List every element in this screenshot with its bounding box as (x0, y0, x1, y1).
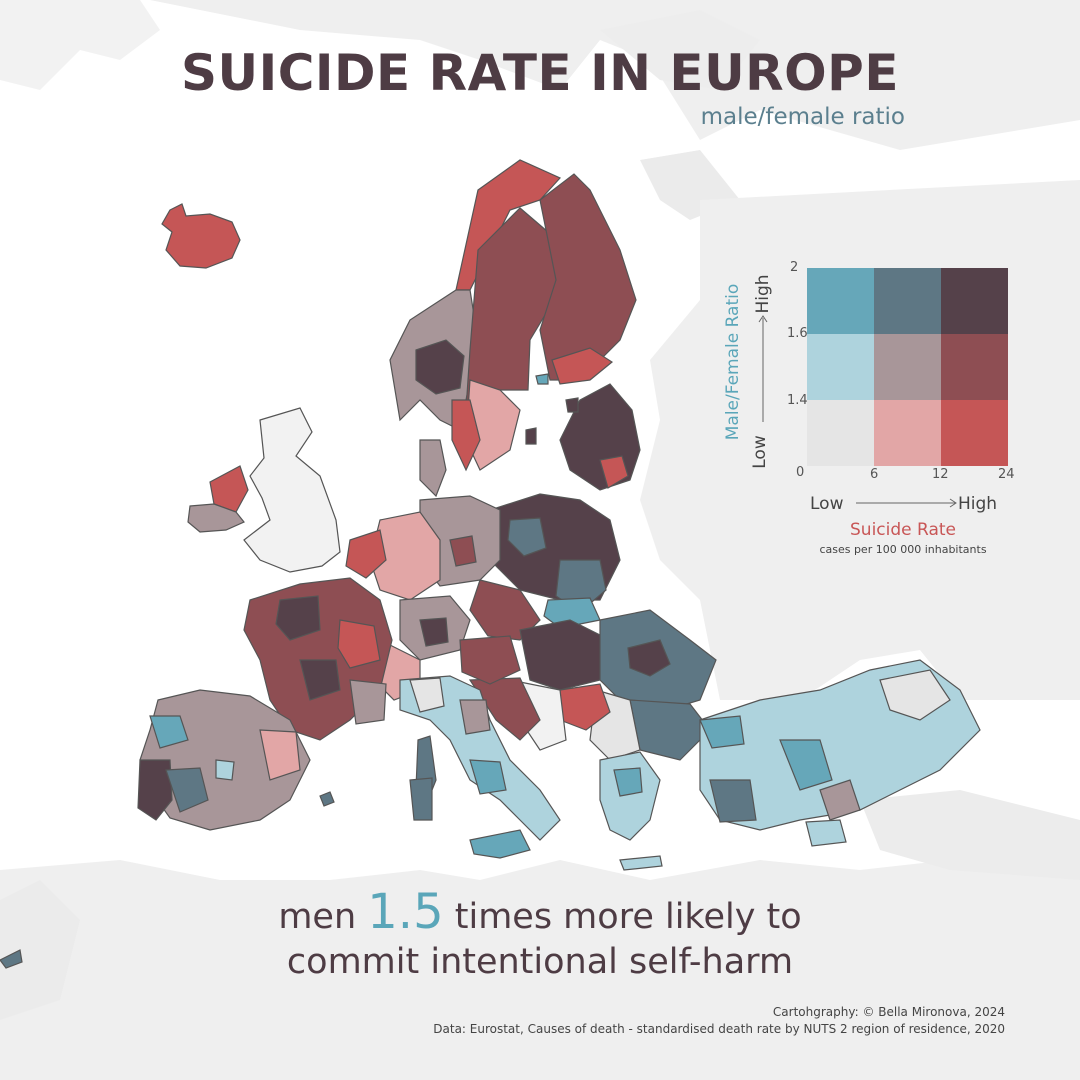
legend-y-tick: 2 (790, 260, 799, 275)
legend-cell (874, 268, 941, 334)
iberia (137, 689, 311, 831)
headline-line1: times more likely to (454, 897, 802, 937)
islands (0, 373, 663, 969)
british-isles (187, 407, 341, 573)
legend-cell (941, 268, 1008, 334)
legend-y-tick: 1.6 (787, 326, 808, 341)
france (243, 577, 393, 741)
credit-data-source: Data: Eurostat, Causes of death - standa… (433, 1022, 1005, 1036)
italy (399, 675, 561, 859)
legend-x-low: Low (810, 494, 844, 514)
legend-x-tick: 12 (932, 467, 949, 482)
headline: men 1.5 times more likely to (0, 888, 1080, 939)
central-europe (419, 493, 717, 761)
legend-x-units: cases per 100 000 inhabitants (819, 543, 987, 556)
map-title: SUICIDE RATE IN EUROPE (181, 44, 899, 102)
map-subtitle: male/female ratio (700, 104, 905, 130)
headline-line2: commit intentional self-harm (286, 942, 794, 982)
legend-y-arrow (758, 315, 768, 422)
legend-x-arrow (856, 498, 957, 508)
legend-cell (941, 400, 1008, 466)
legend-cell (807, 268, 874, 334)
legend-y-low: Low (750, 435, 770, 469)
southeast (599, 659, 981, 847)
legend-x-tick: 6 (870, 467, 879, 482)
legend-y-high: High (753, 274, 773, 314)
iceland-region (161, 203, 241, 269)
legend-y-tick: 1.4 (787, 393, 808, 408)
legend-y-title: Male/Female Ratio (723, 283, 743, 441)
legend-cell (941, 334, 1008, 400)
headline-prefix: men (278, 897, 357, 937)
legend-x-tick: 24 (998, 467, 1015, 482)
legend-x-high: High (958, 494, 998, 514)
legend-y-tick: 0 (796, 465, 805, 480)
legend-x-title: Suicide Rate (850, 520, 956, 540)
legend-cell (807, 400, 874, 466)
legend-cell (874, 400, 941, 466)
legend-cell (807, 334, 874, 400)
legend-cell (874, 334, 941, 400)
headline-number: 1.5 (367, 884, 444, 940)
scandinavia (389, 159, 637, 498)
baltic-states (559, 383, 641, 491)
credit-cartography: Cartohgraphy: © Bella Mironova, 2024 (772, 1005, 1005, 1019)
